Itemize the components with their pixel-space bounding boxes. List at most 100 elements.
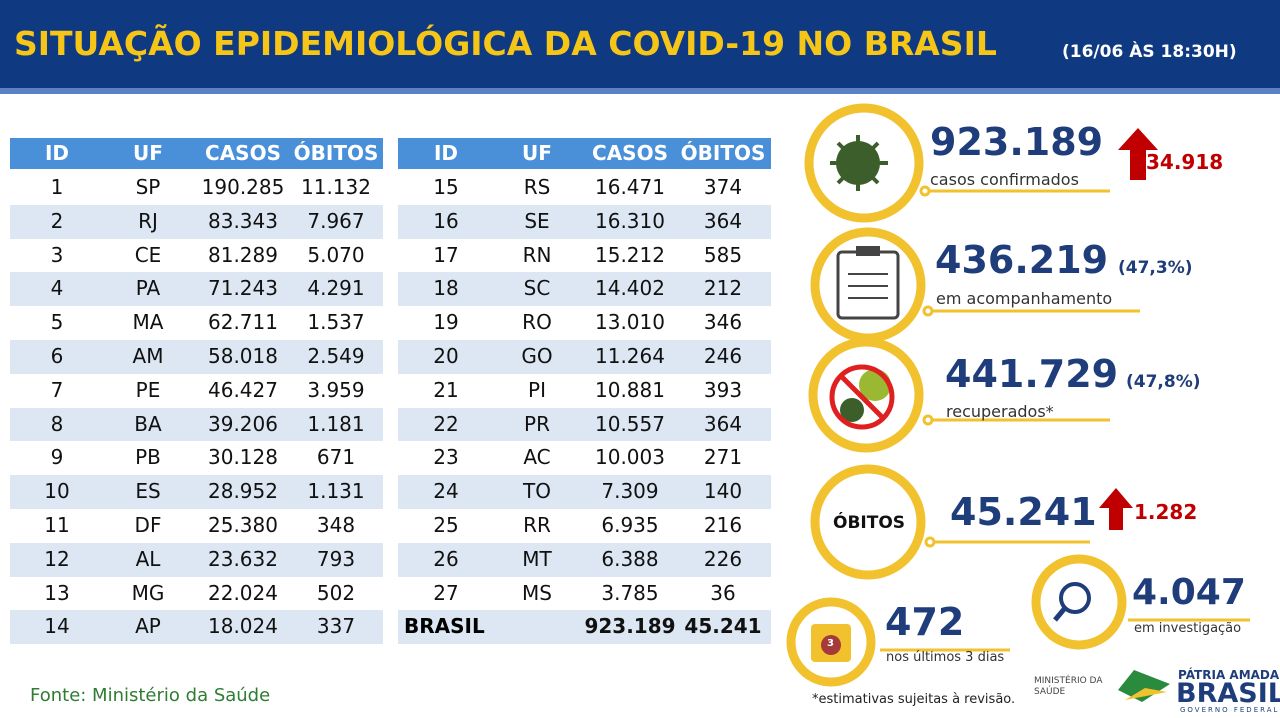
table-cell: 16.471 (595, 175, 665, 199)
column-header: CASOS (205, 141, 281, 165)
title: SITUAÇÃO EPIDEMIOLÓGICA DA COVID-19 NO B… (14, 24, 997, 63)
table-cell: 18.024 (208, 614, 278, 639)
table-cell: 190.285 (201, 175, 285, 199)
column-header: UF (133, 141, 163, 165)
table-cell: 71.243 (208, 276, 278, 301)
table-cell: 2 (50, 208, 64, 233)
table-cell: 28.952 (208, 479, 278, 504)
table-cell: 15 (433, 175, 459, 199)
table-header-bg (398, 138, 771, 169)
calendar-icon: 3 (827, 638, 834, 649)
table-cell: ES (135, 479, 161, 504)
confirmed-increase: 34.918 (1146, 150, 1224, 174)
table-cell: AM (132, 344, 164, 368)
table-cell: 11.264 (595, 344, 665, 368)
table-cell: 6.388 (601, 546, 659, 571)
table-cell: 364 (703, 411, 743, 436)
table-cell: SP (135, 175, 161, 199)
table-cell: 27 (433, 580, 459, 605)
table-cell: 226 (703, 546, 743, 571)
deaths-increase: 1.282 (1134, 500, 1198, 524)
row-stripe (10, 542, 383, 577)
row-stripe (10, 475, 383, 509)
table-cell: 62.711 (208, 310, 278, 335)
table-cell: 81.289 (208, 242, 278, 267)
column-header: CASOS (592, 141, 668, 165)
table-cell: RN (522, 242, 552, 267)
table-cell: 4.291 (307, 276, 365, 301)
table-cell: 13.010 (595, 310, 665, 335)
table-cell: 7.309 (601, 479, 659, 504)
table-cell: CE (134, 242, 162, 267)
row-stripe (10, 407, 383, 442)
table-cell: MT (522, 546, 552, 571)
recovered-value: 441.729 (945, 352, 1119, 396)
table-cell: 24 (433, 479, 459, 504)
table-cell: 8 (50, 411, 64, 436)
table-cell: 374 (703, 175, 743, 199)
column-header: ID (44, 141, 70, 165)
table-cell: 140 (703, 479, 743, 504)
row-stripe (10, 204, 383, 239)
recovered-label: recuperados* (946, 402, 1054, 421)
table-cell: 10 (44, 479, 70, 504)
table-cell: 39.206 (208, 411, 278, 436)
total-cell: 923.189 (584, 614, 676, 639)
table-cell: DF (134, 513, 162, 537)
table-cell: 348 (316, 513, 356, 537)
table-cell: 14 (44, 614, 70, 639)
table-cell: 16 (433, 208, 459, 233)
row-stripe (398, 475, 771, 509)
table-cell: 22 (433, 411, 459, 436)
table-cell: 23.632 (208, 546, 278, 571)
table-cell: 22.024 (208, 580, 278, 605)
table-cell: 25.380 (208, 513, 278, 537)
recovered-percent: (47,8%) (1126, 372, 1201, 392)
row-stripe (398, 272, 771, 307)
table-cell: 3.959 (307, 377, 365, 402)
table-cell: MS (522, 580, 552, 605)
row-stripe (10, 340, 383, 374)
table-cell: 9 (50, 445, 64, 470)
table-cell: 18 (433, 276, 459, 301)
table-cell: 346 (703, 310, 743, 335)
table-cell: 393 (703, 377, 743, 402)
investigation-label: em investigação (1134, 621, 1242, 636)
monitoring-percent: (47,3%) (1118, 258, 1193, 278)
table-cell: 13 (44, 580, 70, 605)
table-cell: 2.549 (307, 344, 365, 368)
monitoring-value: 436.219 (935, 238, 1109, 282)
source: Fonte: Ministério da Saúde (30, 685, 271, 706)
table-cell: 271 (703, 445, 743, 470)
table-cell: PB (135, 445, 161, 470)
table-cell: 6 (50, 344, 64, 368)
deaths-label: ÓBITOS (833, 513, 906, 533)
table-cell: RO (522, 310, 552, 335)
table-cell: 83.343 (208, 208, 278, 233)
row-stripe (398, 542, 771, 577)
table-header-bg (10, 138, 383, 169)
table-cell: 30.128 (208, 445, 278, 470)
table-cell: 1 (50, 175, 64, 199)
brand-main: BRASIL (1176, 678, 1280, 709)
table-cell: 7.967 (307, 208, 365, 233)
table-cell: 246 (703, 344, 743, 368)
table-cell: MA (132, 310, 164, 335)
table-cell: SE (524, 208, 550, 233)
row-stripe (10, 610, 383, 645)
table-cell: 216 (703, 513, 743, 537)
note: *estimativas sujeitas à revisão. (812, 692, 1016, 707)
table-cell: 364 (703, 208, 743, 233)
confirmed-label: casos confirmados (930, 170, 1079, 189)
table-cell: 1.181 (307, 411, 365, 436)
table-cell: PR (524, 411, 550, 436)
subtitle: (16/06 ÀS 18:30H) (1062, 42, 1237, 62)
row-stripe (398, 407, 771, 442)
table-cell: PE (135, 377, 161, 402)
ministry-line: SAÚDE (1034, 687, 1066, 697)
table-cell: 20 (433, 344, 459, 368)
table-cell: 3 (50, 242, 64, 267)
table-cell: 1.131 (307, 479, 365, 504)
table-cell: 585 (703, 242, 743, 267)
